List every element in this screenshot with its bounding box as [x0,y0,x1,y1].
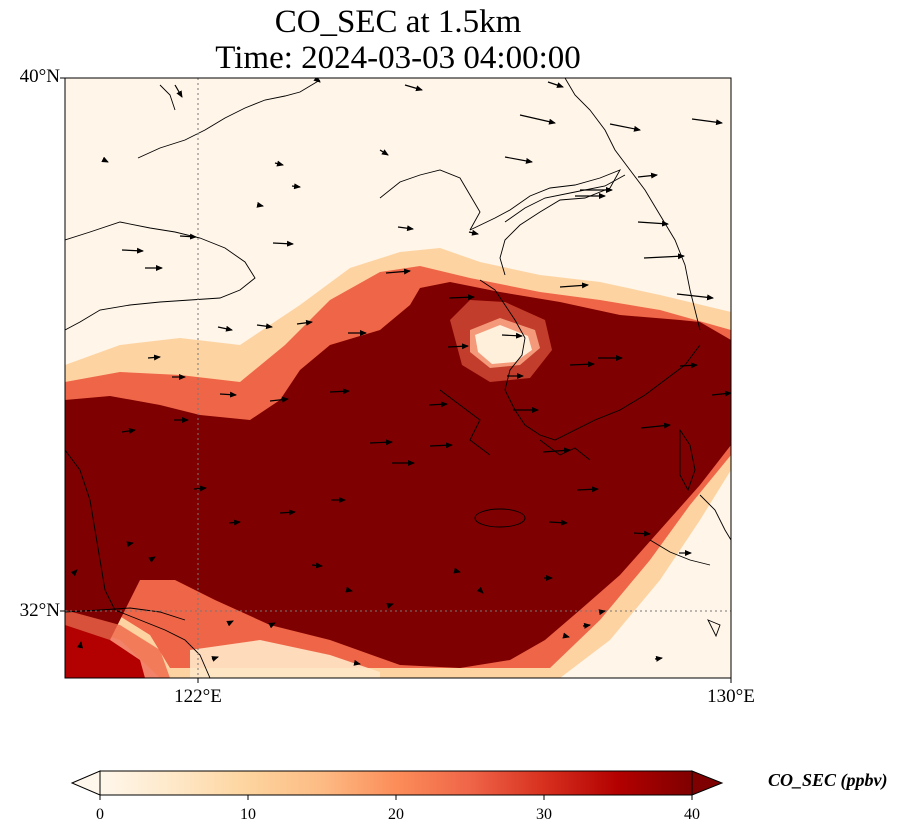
wind-arrow [679,362,698,369]
wind-arrow [428,401,448,408]
wind-arrow [598,609,606,616]
wind-arrow [643,253,685,260]
wind-arrow [504,156,533,164]
gridlines [65,78,731,678]
wind-arrow [329,388,350,395]
wind-arrow [101,156,109,163]
wind-arrow [637,220,669,227]
wind-arrow [353,659,361,666]
coastlines [65,78,731,678]
wind-arrow [501,332,523,339]
wind-arrow [311,562,323,569]
wind-arrow [385,268,411,275]
map-canvas [60,77,732,683]
wind-arrow [633,530,651,537]
wind-arrow [345,586,353,593]
colorbar-ticks [99,795,693,800]
wind-arrow [676,293,714,301]
wind-arrow [519,114,556,125]
wind-arrow [274,160,284,167]
colorbar-label: CO_SEC (ppbv) [768,770,888,790]
wind-arrow [637,172,658,179]
wind-arrow [397,225,414,232]
wind-arrow [291,183,301,190]
colorbar [70,770,724,800]
plume-core [65,282,731,668]
wind-arrow [269,396,289,403]
wind-arrow [569,361,595,368]
colorbar-gradient [99,770,693,796]
wind-arrow [121,247,144,254]
colorbar-extend-min [70,770,101,796]
colorbar-tick-20: 20 [388,806,404,823]
wind-arrow [256,201,264,208]
wind-arrow [268,622,276,629]
wind-arrow [429,442,453,449]
wind-arrow [174,84,183,98]
wind-arrow [468,229,479,236]
wind-arrow [379,149,389,156]
wind-arrow [404,84,423,92]
map-frame [64,77,732,679]
map-title-line1: CO_SEC at 1.5km [274,4,522,40]
lon-label-130e: 130°E [707,686,755,707]
wind-arrow [542,447,571,454]
wind-arrow [77,641,83,649]
wind-arrow [548,519,568,526]
wind-arrow [691,118,723,126]
wind-arrow [217,325,233,332]
axis-ticks [60,77,732,683]
wind-arrow [279,509,296,516]
wind-arrow [256,323,273,330]
south-light-band [190,640,380,678]
wind-arrow [296,319,313,326]
wind-arrow [386,603,394,609]
wind-arrow [562,632,570,639]
wind-arrow [193,485,207,492]
wind-arrow [219,391,237,398]
wind-arrow [582,622,591,629]
wind-arrow [121,427,136,434]
lon-label-122e: 122°E [174,686,222,707]
wind-arrow [211,656,219,662]
wind-arrow [711,390,731,397]
wind-arrow [228,519,241,526]
wind-arrow [640,422,671,429]
lat-label-32n: 32°N [19,600,60,621]
wind-arrow [448,294,475,301]
wind-arrow [70,569,78,577]
wind-vectors [70,78,731,666]
colorbar-tick-10: 10 [240,806,256,823]
wind-arrow [447,343,469,350]
wind-arrow [576,486,599,493]
wind-arrow [272,240,294,247]
colorbar-extend-max [691,770,724,796]
wind-arrow [313,78,321,83]
wind-arrow [226,620,234,627]
wind-arrow [453,567,461,574]
wind-arrow [654,655,663,662]
wind-arrow [179,233,197,240]
colorbar-tick-0: 0 [96,806,104,823]
wind-arrow [147,354,161,361]
wind-arrow [609,123,641,132]
colorbar-tick-40: 40 [684,806,700,823]
wind-arrow [148,556,156,563]
sw-patch-core [65,625,145,678]
wind-arrow [547,81,564,88]
lat-label-40n: 40°N [19,66,60,87]
wind-arrow [476,586,484,594]
wind-arrow [369,439,393,446]
wind-arrow [559,282,589,289]
wind-arrow [126,541,134,548]
colorbar-tick-30: 30 [536,806,552,823]
map-title-line2: Time: 2024-03-03 04:00:00 [215,40,581,76]
